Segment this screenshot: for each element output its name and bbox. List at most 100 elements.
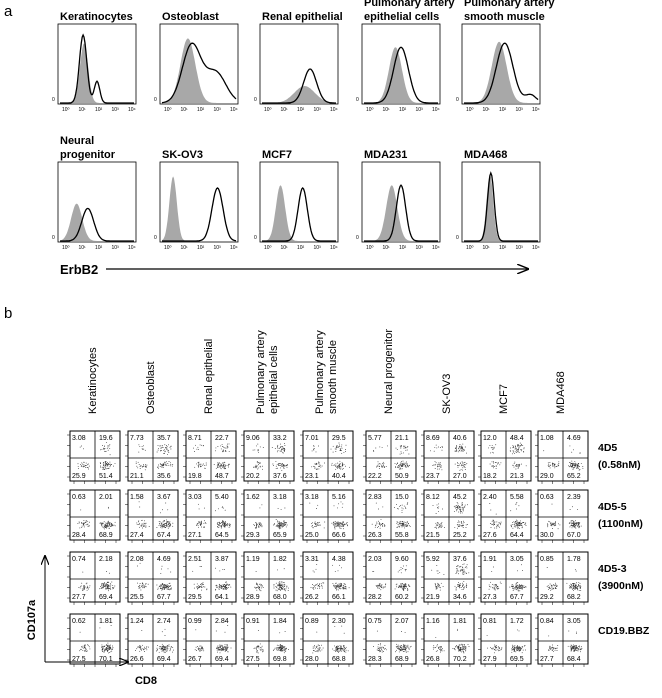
event-dot	[197, 521, 199, 523]
event-dot	[321, 583, 322, 585]
dot-plot: 8.12 45.221.5 25.2	[421, 489, 475, 543]
event-dot	[167, 527, 169, 529]
event-dot	[338, 503, 340, 505]
quadrant-percentage: 28.2	[368, 594, 382, 601]
histogram-title: MDA231	[364, 149, 407, 161]
event-dot	[462, 583, 464, 585]
event-dot	[223, 461, 225, 463]
y-tick-label: 0	[254, 97, 257, 103]
event-dot	[574, 466, 576, 468]
quadrant-percentage: 26.7	[188, 656, 202, 663]
event-dot	[570, 586, 572, 587]
event-dot	[283, 588, 285, 590]
event-dot	[519, 524, 521, 526]
event-dot	[397, 645, 399, 647]
event-dot	[339, 446, 341, 447]
event-dot	[335, 647, 337, 649]
event-dot	[199, 648, 201, 650]
event-dot	[523, 522, 525, 523]
event-dot	[156, 647, 158, 649]
quadrant-percentage: 2.08	[130, 556, 144, 563]
event-dot	[499, 526, 501, 528]
event-dot	[517, 586, 519, 588]
event-dot	[102, 646, 104, 648]
event-dot	[513, 649, 515, 651]
event-dot	[400, 447, 402, 449]
event-dot	[456, 572, 458, 574]
event-dot	[555, 584, 557, 586]
event-dot	[163, 526, 165, 528]
event-dot	[204, 467, 206, 469]
event-dot	[256, 583, 258, 585]
event-dot	[157, 466, 159, 468]
event-dot	[100, 465, 101, 467]
event-dot	[457, 465, 458, 466]
event-dot	[159, 646, 161, 648]
event-dot	[83, 462, 85, 463]
event-dot	[549, 465, 551, 467]
event-dot	[333, 584, 335, 586]
event-dot	[275, 589, 277, 591]
event-dot	[226, 522, 228, 524]
event-dot	[164, 451, 166, 453]
x-tick-label: 10⁴	[330, 107, 338, 113]
event-dot	[318, 466, 320, 468]
event-dot	[81, 589, 83, 591]
event-dot	[252, 449, 254, 451]
event-dot	[400, 586, 402, 588]
quadrant-percentage: 18.2	[483, 473, 497, 480]
event-dot	[340, 450, 342, 451]
event-dot	[441, 650, 443, 652]
event-dot	[165, 445, 167, 446]
event-dot	[148, 646, 149, 648]
event-dot	[278, 587, 280, 589]
event-dot	[282, 589, 284, 590]
event-dot	[547, 588, 549, 590]
event-dot	[490, 447, 492, 449]
event-dot	[491, 648, 493, 650]
event-dot	[170, 589, 172, 590]
quadrant-percentage: 3.18	[273, 494, 287, 501]
event-dot	[100, 584, 102, 586]
event-dot	[257, 630, 259, 632]
event-dot	[88, 646, 90, 648]
event-dot	[224, 450, 226, 451]
event-dot	[316, 468, 318, 470]
event-dot	[378, 520, 380, 522]
event-dot	[380, 647, 382, 649]
event-dot	[517, 465, 519, 467]
event-dot	[336, 521, 338, 523]
event-dot	[439, 646, 441, 648]
event-dot	[205, 464, 207, 466]
event-dot	[345, 646, 347, 648]
event-dot	[517, 525, 519, 527]
event-dot	[338, 647, 339, 649]
event-dot	[408, 647, 410, 649]
event-dot	[334, 645, 336, 647]
event-dot	[138, 451, 140, 453]
event-dot	[138, 523, 140, 525]
x-tick-label: 10⁴	[532, 245, 540, 251]
event-dot	[379, 586, 381, 588]
event-dot	[223, 648, 225, 649]
event-dot	[436, 463, 438, 465]
event-dot	[259, 507, 261, 509]
event-dot	[403, 587, 405, 589]
event-dot	[514, 522, 516, 524]
event-dot	[224, 447, 226, 449]
event-dot	[100, 586, 101, 588]
event-dot	[434, 460, 436, 462]
event-dot	[455, 568, 457, 570]
event-dot	[455, 573, 457, 574]
event-dot	[569, 587, 571, 589]
event-dot	[204, 586, 206, 588]
event-dot	[402, 508, 404, 510]
event-dot	[577, 508, 579, 510]
event-dot	[283, 448, 285, 450]
event-dot	[438, 586, 440, 588]
event-dot	[317, 644, 319, 646]
event-dot	[282, 588, 283, 589]
event-dot	[548, 520, 550, 522]
event-dot	[105, 522, 107, 524]
